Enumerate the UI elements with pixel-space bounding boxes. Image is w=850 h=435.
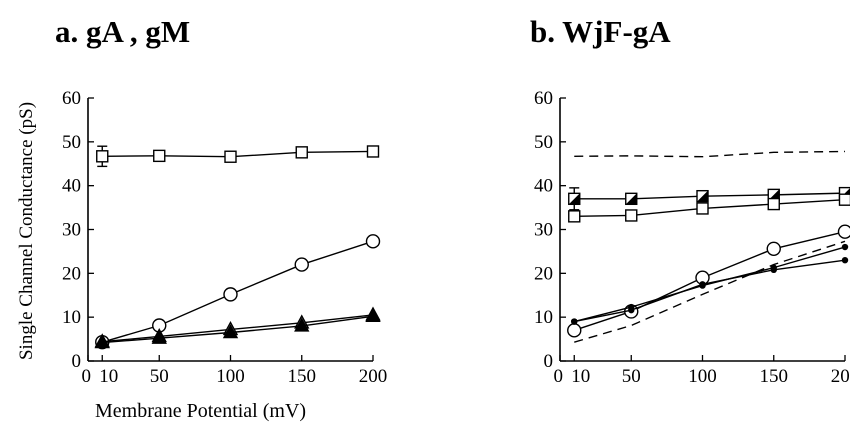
series-line [574, 246, 846, 323]
panel-a: 0 10 20 30 40 50 60 0 10 50 100 150 200 [62, 88, 387, 387]
data-point [841, 243, 849, 251]
series-3 [94, 306, 381, 348]
series-1 [574, 150, 846, 158]
y-tick-label: 50 [534, 132, 553, 153]
data-point-fill [697, 190, 708, 202]
series-6 [571, 256, 849, 325]
y-tick-label: 30 [534, 220, 553, 241]
x-tick-label: 200 [359, 366, 388, 387]
y-tick-label: 10 [534, 307, 553, 328]
data-point [294, 317, 310, 332]
series-line [574, 240, 846, 343]
series-line [574, 192, 846, 200]
y-tick-label: 50 [62, 132, 81, 153]
series-line [574, 150, 846, 158]
panel-b: 0 10 20 30 40 50 60 0 10 50 100 150 200 [534, 88, 850, 387]
x-tick-label: 0 [82, 366, 92, 387]
x-tick-label: 10 [99, 366, 118, 387]
y-tick-label: 10 [62, 307, 81, 328]
y-tick-label: 60 [62, 88, 81, 109]
data-point [151, 329, 167, 344]
x-tick-label: 150 [760, 366, 789, 387]
data-point [567, 323, 582, 338]
data-point-fill [768, 189, 780, 201]
data-point [625, 209, 638, 222]
y-tick-label: 20 [62, 263, 81, 284]
data-point [223, 287, 238, 302]
data-point [837, 224, 850, 239]
series-4 [94, 307, 381, 349]
x-tick-label: 200 [831, 366, 850, 387]
data-point [767, 197, 780, 211]
series-1 [96, 145, 380, 168]
data-point [838, 193, 850, 206]
data-point [366, 145, 380, 158]
data-point [766, 241, 781, 256]
panel-b-title: b. WjF-gA [530, 14, 671, 49]
series-line [102, 150, 374, 158]
panel-a-title: a. gA , gM [55, 14, 191, 49]
y-tick-label: 40 [62, 176, 81, 197]
data-point [365, 234, 381, 249]
x-tick-label: 0 [554, 366, 564, 387]
data-point [571, 318, 578, 325]
y-tick-label: 40 [534, 176, 553, 197]
data-point [94, 334, 110, 349]
data-point [568, 210, 581, 223]
data-point [699, 281, 706, 288]
data-point [696, 202, 709, 215]
x-tick-label: 100 [688, 366, 717, 387]
x-tick-label: 150 [288, 366, 317, 387]
y-tick-label: 20 [534, 263, 553, 284]
series-2 [568, 186, 850, 211]
data-point [365, 307, 381, 322]
data-point [770, 266, 777, 274]
series-7 [574, 240, 846, 343]
y-tick-label: 30 [62, 220, 81, 241]
data-point-fill [625, 193, 637, 205]
data-point [153, 149, 166, 163]
x-axis-label: Membrane Potential (mV) [95, 400, 307, 422]
data-point [222, 324, 239, 339]
data-point-fill [568, 193, 580, 205]
x-tick-label: 50 [622, 366, 641, 387]
y-tick-label: 60 [534, 88, 553, 109]
data-point [295, 146, 308, 159]
series-line [102, 240, 374, 343]
series-4 [567, 224, 850, 338]
x-tick-label: 100 [216, 366, 245, 387]
series-3 [568, 193, 850, 223]
series-line [574, 198, 846, 218]
series-5 [571, 243, 849, 325]
data-point [96, 150, 109, 163]
data-point [224, 150, 237, 163]
series-line [574, 259, 846, 323]
x-tick-label: 50 [150, 366, 169, 387]
data-point [628, 306, 635, 314]
x-tick-label: 10 [571, 366, 590, 387]
series-line [574, 231, 846, 331]
data-point [294, 257, 309, 272]
y-tick-label: 0 [72, 351, 82, 372]
y-tick-label: 0 [544, 351, 554, 372]
data-point [841, 256, 849, 264]
